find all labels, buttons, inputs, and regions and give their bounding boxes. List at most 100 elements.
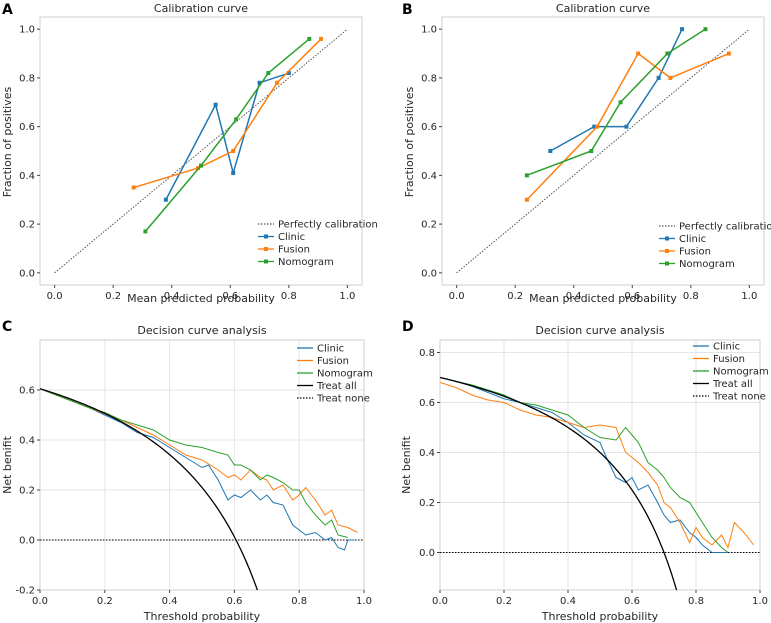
- panel-a-plot-area: [54, 28, 348, 274]
- panel-d-nomogram-line: [440, 377, 729, 553]
- panel-d-xtick-label-1: 0.2: [496, 596, 512, 607]
- panel-c-plot-area: [40, 388, 364, 590]
- panel-b-xtick-label-5: 1.0: [741, 291, 757, 302]
- panel-d-xtick-label-2: 0.4: [560, 596, 576, 607]
- panel-b-fusion-point-0: [524, 197, 529, 202]
- panel-b-nomogram-point-2: [618, 100, 623, 105]
- panel-c-ytick-label-1: 0.0: [19, 536, 35, 547]
- panel-c-clinic-line: [40, 388, 355, 551]
- panel-b-ylabel: Fraction of positives: [403, 87, 416, 198]
- panel-a-ytick-label-4: 0.8: [19, 73, 35, 84]
- panel-d-xtick-label-3: 0.6: [624, 596, 640, 607]
- panel-b-clinic-point-0: [548, 149, 553, 153]
- panel-c-xtick-label-5: 1.0: [356, 596, 372, 607]
- panel-d-ytick-label-3: 0.6: [419, 398, 435, 409]
- panel-a-letter: A: [2, 2, 13, 18]
- panel-d-legend-label-fusion: Fusion: [713, 354, 745, 365]
- panel-a-nomogram-line: [144, 38, 310, 232]
- panel-a: A Calibration curve 0.0 0.2 0.4 0.6 0.8 1.0 0.…: [1, 2, 378, 305]
- panel-b-legend-label-nomogram: Nomogram: [679, 259, 735, 270]
- panel-d-title: Decision curve analysis: [535, 324, 664, 337]
- panel-d-plot: 0.0 0.2 0.4 0.6 0.8 1.0 0.0 0.2 0.4 0.6 0.8 ClinicF…: [419, 339, 769, 607]
- panel-c-fusion-line: [40, 388, 358, 533]
- panel-a-clinic-point-2: [231, 170, 236, 175]
- panel-b-legend-marker-fusion: [665, 249, 669, 253]
- panel-c-legend-label-treat-none: Treat none: [316, 394, 370, 405]
- panel-a-xtick-label-4: 0.8: [281, 291, 297, 302]
- panel-a-xtick-label-1: 0.2: [105, 291, 121, 302]
- panel-b-nomogram-point-3: [665, 51, 670, 56]
- panel-a-ytick-label-0: 0.0: [19, 268, 35, 279]
- panel-b-ytick-label-1: 0.2: [421, 220, 437, 231]
- panel-a-xtick-label-2: 0.4: [164, 291, 180, 302]
- panel-d-ytick-label-2: 0.4: [419, 448, 435, 459]
- panel-b-letter: B: [402, 2, 413, 18]
- panel-a-nomogram-point-3: [266, 71, 271, 76]
- panel-a-legend-label-nomogram: Nomogram: [278, 257, 334, 268]
- panel-b-nomogram-point-0: [524, 173, 529, 178]
- panel-d-treat-all-line: [440, 376, 678, 590]
- panel-c-ytick-label-2: 0.2: [19, 486, 35, 497]
- panel-b-clinic-line: [549, 28, 683, 152]
- panel-c-letter: C: [2, 319, 12, 335]
- panel-b-fusion-point-2: [636, 51, 641, 56]
- panel-b-legend-label-fusion: Fusion: [679, 247, 711, 258]
- panel-a-nomogram-point-2: [234, 117, 239, 122]
- panel-a-fusion-point-3: [275, 80, 280, 85]
- panel-b-title: Calibration curve: [556, 2, 650, 15]
- panel-c-ytick-label-3: 0.4: [19, 436, 35, 447]
- panel-a-nomogram-point-0: [143, 229, 148, 234]
- panel-d: D Decision curve analysis 0.0 0.2 0.4 0.6 0.…: [400, 319, 769, 623]
- panel-a-ytick-label-2: 0.4: [19, 171, 35, 182]
- panel-d-plot-area: [440, 376, 760, 590]
- panel-c-ytick-label-0: -0.2: [15, 586, 35, 597]
- panel-b-legend-label-clinic: Clinic: [679, 234, 706, 245]
- panel-b-xlabel: Mean predicted probability: [529, 292, 677, 305]
- panel-a-xtick-label-0: 0.0: [47, 291, 63, 302]
- panel-b-plot-area: [456, 27, 750, 274]
- panel-c-legend-label-nomogram: Nomogram: [317, 369, 373, 380]
- panel-b-plot: 0.0 0.2 0.4 0.6 0.8 1.0 0.0 0.2 0.4 0.6 0.8 1.0 Perf…: [421, 16, 771, 302]
- panel-c-xtick-label-1: 0.2: [97, 596, 113, 607]
- panel-a-xtick-label-3: 0.6: [222, 291, 238, 302]
- panel-a-legend-marker-fusion: [264, 247, 268, 251]
- panel-a-diagonal-line: [54, 28, 348, 274]
- panel-c-xtick-label-3: 0.6: [226, 596, 242, 607]
- panel-c-legend-label-fusion: Fusion: [317, 356, 349, 367]
- panel-c-xtick-label-2: 0.4: [162, 596, 178, 607]
- panel-d-fusion-line: [440, 382, 754, 549]
- panel-a-nomogram-point-4: [307, 36, 312, 41]
- panel-d-ytick-label-0: 0.0: [419, 548, 435, 559]
- panel-a-title: Calibration curve: [154, 2, 248, 15]
- panel-b-xtick-label-1: 0.2: [507, 291, 523, 302]
- panel-a-ylabel: Fraction of positives: [1, 87, 14, 198]
- panel-b-clinic-point-2: [624, 124, 629, 129]
- panel-c-legend-label-treat-all: Treat all: [316, 381, 357, 392]
- panel-d-frame: [439, 339, 761, 591]
- panel-a-xtick-label-5: 1.0: [339, 291, 355, 302]
- panel-b-ytick-label-4: 0.8: [421, 73, 437, 84]
- panel-c-ytick-label-4: 0.6: [19, 386, 35, 397]
- panel-b: B Calibration curve 0.0 0.2 0.4 0.6 0.8 1.00.…: [402, 2, 771, 305]
- panel-c-plot: 0.0 0.2 0.4 0.6 0.8 1.0-0.20.00.20.40.6Clinic…: [15, 339, 373, 607]
- panel-a-fusion-line: [133, 38, 322, 189]
- panel-a-legend-label-perfectly-calibration: Perfectly calibration: [278, 220, 378, 231]
- panel-d-legend-label-treat-none: Treat none: [712, 392, 766, 403]
- panel-b-ytick-label-2: 0.4: [421, 171, 437, 182]
- panel-a-fusion-point-4: [319, 36, 324, 41]
- panel-d-xtick-label-0: 0.0: [432, 596, 448, 607]
- panel-b-clinic-point-4: [680, 27, 685, 32]
- panel-a-fusion-point-0: [131, 185, 136, 190]
- panel-a-fusion-point-2: [231, 149, 236, 153]
- panel-d-xlabel: Threshold probability: [541, 610, 659, 623]
- panel-b-fusion-point-3: [668, 75, 673, 80]
- panel-a-legend-marker-nomogram: [264, 259, 268, 264]
- panel-c-legend-label-clinic: Clinic: [317, 344, 344, 355]
- panel-a-clinic-point-1: [213, 102, 218, 107]
- panel-a-xlabel: Mean predicted probability: [127, 292, 275, 305]
- panel-b-clinic-point-3: [656, 75, 661, 80]
